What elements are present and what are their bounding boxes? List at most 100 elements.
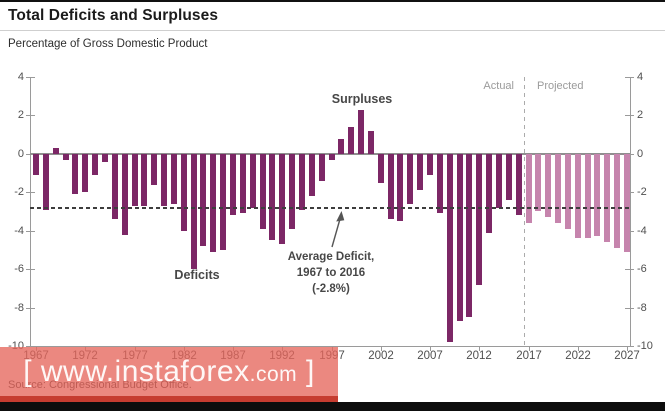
page-title: Total Deficits and Surpluses	[8, 7, 219, 24]
bar-2014	[495, 153, 502, 208]
bar-2013	[486, 153, 493, 233]
bar-1993	[289, 153, 296, 229]
bar-1996	[318, 153, 325, 181]
y-tick-label: -6	[637, 263, 647, 275]
bar-2027	[624, 153, 630, 252]
y-tick	[26, 346, 35, 347]
bar-2019	[545, 153, 552, 218]
bar-2020	[555, 153, 561, 224]
bar-1995	[308, 153, 315, 197]
projected-label: Projected	[537, 80, 584, 92]
x-tick	[578, 346, 579, 351]
y-tick	[625, 346, 634, 347]
bar-1972	[82, 153, 89, 193]
average-deficit-line1: Average Deficit,	[287, 251, 375, 263]
bar-1984	[200, 153, 207, 247]
y-tick-label: -2	[637, 186, 647, 198]
y-tick-label: -8	[14, 302, 24, 314]
bar-2026	[614, 153, 621, 249]
deficits-label: Deficits	[174, 268, 220, 282]
bar-2006	[417, 153, 424, 191]
bar-1973	[92, 153, 99, 175]
bar-1967	[33, 153, 39, 175]
bar-2001	[367, 130, 374, 154]
y-tick-label: 4	[17, 71, 24, 83]
y-tick-label: 2	[637, 109, 644, 121]
bar-1988	[239, 153, 246, 214]
bar-1997	[328, 153, 335, 160]
y-tick	[625, 308, 634, 309]
y-tick-label: 4	[637, 71, 644, 83]
y-tick	[26, 192, 35, 193]
x-tick	[627, 346, 628, 351]
bar-2022	[574, 153, 581, 239]
y-axis-left	[30, 77, 31, 346]
bar-1990	[259, 153, 266, 229]
y-tick-label: -4	[637, 225, 647, 237]
bar-2018	[535, 153, 542, 212]
top-border	[0, 0, 665, 2]
bar-1974	[102, 153, 108, 162]
bar-1977	[131, 153, 138, 206]
bar-2024	[594, 153, 601, 237]
y-tick	[26, 269, 35, 270]
y-tick-label: 0	[637, 148, 644, 160]
bar-2021	[564, 153, 571, 229]
surpluses-label: Surpluses	[331, 92, 393, 106]
bar-1971	[72, 153, 79, 195]
y-tick-label: 2	[17, 109, 24, 121]
average-deficit-annotation: Average Deficit, 1967 to 2016 (-2.8%)	[271, 249, 391, 297]
bar-2017	[525, 153, 532, 224]
bar-2010	[456, 153, 463, 322]
chart-subtitle: Percentage of Gross Domestic Product	[8, 38, 208, 50]
y-tick	[26, 115, 35, 116]
bar-2007	[427, 153, 433, 175]
y-tick	[625, 115, 634, 116]
x-tick-label: 2027	[614, 350, 640, 362]
bar-2016	[515, 153, 522, 216]
average-deficit-line	[30, 207, 630, 209]
bar-2012	[476, 153, 483, 285]
bar-2011	[466, 153, 473, 318]
y-tick-label: -8	[637, 302, 647, 314]
x-axis	[30, 346, 631, 347]
x-tick	[479, 346, 480, 351]
x-tick-label: 2002	[368, 350, 394, 362]
y-axis-right	[630, 77, 631, 346]
y-tick-label: -10	[637, 340, 653, 352]
bar-1978	[141, 153, 148, 206]
bar-2025	[604, 153, 611, 243]
y-tick	[26, 308, 35, 309]
bar-1991	[269, 153, 276, 241]
x-tick-label: 2022	[565, 350, 591, 362]
y-tick	[26, 77, 35, 78]
bar-2005	[407, 153, 414, 204]
bar-1983	[190, 153, 197, 270]
bar-1970	[62, 153, 69, 160]
bar-2023	[584, 153, 591, 239]
bar-1982	[180, 153, 187, 231]
average-deficit-line3: (-2.8%)	[312, 283, 350, 295]
watermark-band: [ www.instaforex.com ]	[0, 347, 338, 397]
y-tick	[625, 269, 634, 270]
bar-2003	[387, 153, 394, 220]
y-tick	[625, 77, 634, 78]
x-tick	[529, 346, 530, 351]
bar-2015	[505, 153, 512, 200]
bar-1985	[210, 153, 217, 252]
bar-2002	[377, 153, 384, 183]
bar-1994	[298, 153, 305, 210]
bar-1986	[220, 153, 227, 250]
watermark-text: [ www.instaforex.com ]	[23, 355, 315, 388]
x-tick-label: 2017	[516, 350, 542, 362]
bar-2000	[358, 109, 365, 154]
bar-1968	[42, 153, 49, 210]
y-tick-label: 0	[17, 148, 24, 160]
bar-1980	[161, 153, 167, 206]
y-tick-label: -2	[14, 186, 24, 198]
actual-label: Actual	[483, 80, 514, 92]
actual-projected-divider	[524, 77, 525, 346]
annotation-arrow-icon	[331, 211, 345, 248]
y-tick-label: -4	[14, 225, 24, 237]
